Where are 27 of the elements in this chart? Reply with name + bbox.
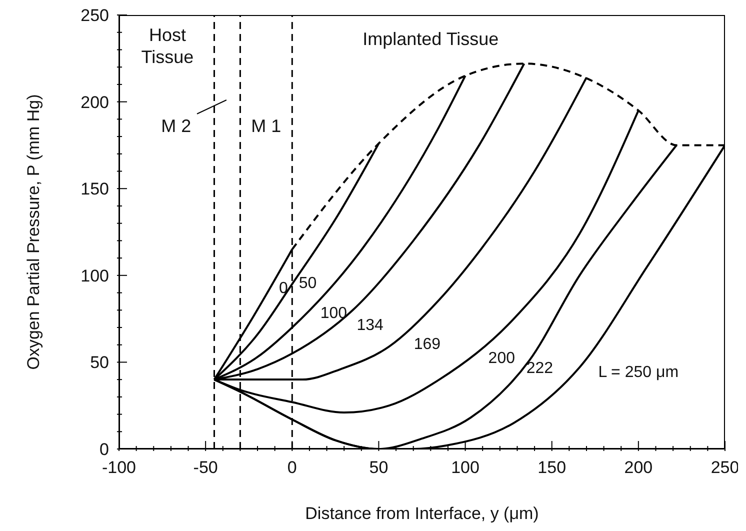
x-tick-label: 50	[369, 458, 388, 477]
y-tick-label: 150	[80, 180, 109, 199]
series-label: L = 250 μm	[598, 364, 679, 382]
annotation: Implanted Tissue	[362, 28, 500, 50]
y-tick-label: 100	[80, 266, 109, 286]
annotation: Host Tissue	[140, 24, 195, 68]
x-tick-label: -50	[193, 458, 218, 477]
x-tick-label: 200	[624, 458, 653, 477]
x-tick-label: -100	[102, 458, 136, 477]
series-label: 100	[320, 304, 348, 323]
series-label: 222	[526, 360, 554, 378]
x-tick-label: 100	[451, 458, 480, 477]
annotation: M 1	[250, 115, 282, 138]
x-axis-title: Distance from Interface, y (μm)	[305, 504, 539, 523]
y-tick-label: 200	[80, 92, 109, 112]
annotation: M 2	[160, 115, 192, 138]
x-tick-label: 150	[538, 458, 566, 477]
series-label: 200	[488, 350, 515, 368]
series-label: 0	[279, 280, 288, 298]
series-label: 169	[414, 336, 441, 354]
y-tick-label: 250	[80, 6, 109, 25]
series-label: 50	[298, 275, 317, 294]
series-label: 134	[356, 316, 384, 335]
x-tick-label: 0	[287, 458, 297, 477]
y-tick-label: 50	[90, 353, 109, 372]
y-axis-title: Oxygen Partial Pressure, P (mm Hg)	[24, 94, 44, 370]
y-tick-label: 0	[100, 440, 109, 459]
